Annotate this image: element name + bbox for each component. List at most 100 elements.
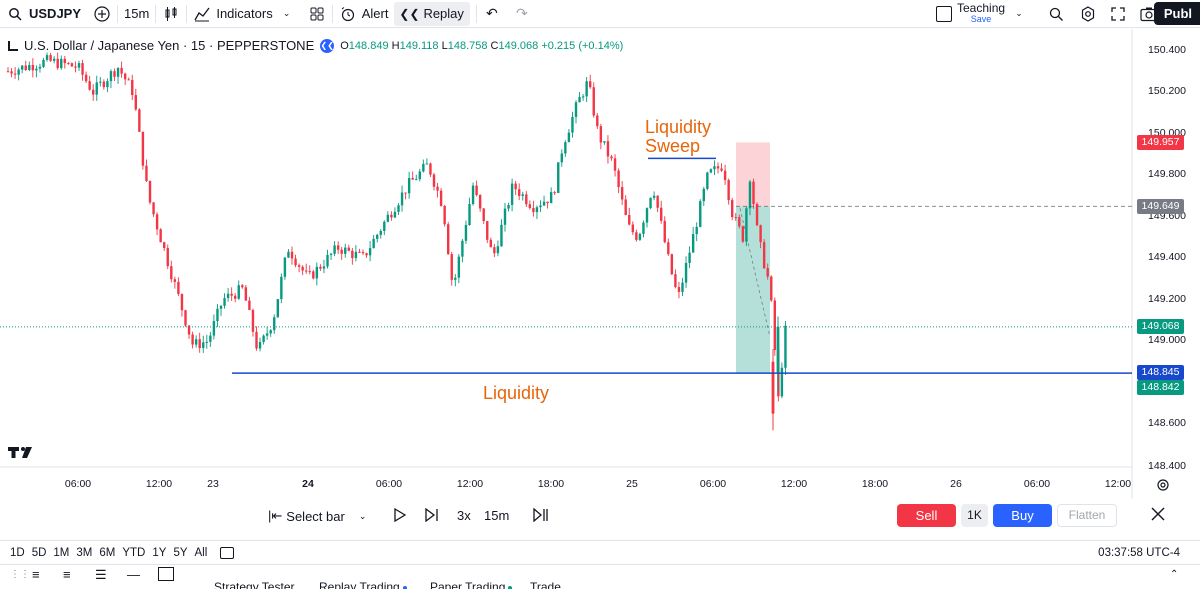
play-button[interactable] — [394, 508, 406, 522]
tab-paper-trading[interactable]: Paper Trading — [430, 580, 513, 589]
candle — [315, 262, 319, 286]
range-1d[interactable]: 1D — [10, 547, 25, 559]
entry-price-tag: 149.649 — [1137, 199, 1184, 214]
candle — [56, 52, 59, 70]
low-key: L — [441, 39, 448, 52]
compare-button[interactable] — [87, 0, 117, 28]
interval-button[interactable]: 15m — [118, 0, 155, 28]
candle — [585, 76, 588, 102]
buy-button[interactable]: Buy — [993, 504, 1052, 527]
candle — [645, 207, 649, 228]
range-5y[interactable]: 5Y — [173, 547, 188, 559]
alert-button[interactable]: Alert — [333, 0, 395, 28]
trade-path-line — [739, 208, 771, 337]
candle — [329, 252, 333, 261]
candle — [496, 240, 500, 257]
candle — [567, 129, 571, 143]
candle — [308, 265, 311, 275]
replay-button[interactable]: ❮❮ Replay — [394, 1, 470, 26]
range-ytd[interactable]: YTD — [122, 547, 146, 559]
candle — [376, 233, 379, 243]
flatten-button[interactable]: Flatten — [1057, 504, 1117, 527]
candle — [578, 91, 581, 103]
candle — [468, 197, 471, 226]
candle — [109, 69, 113, 89]
candle — [113, 68, 116, 81]
layout-menu[interactable]: Teaching Save ⌄ — [930, 0, 1034, 28]
candle — [731, 197, 734, 221]
undo-button[interactable]: ↶ — [477, 0, 507, 28]
candle — [532, 200, 535, 217]
range-1m[interactable]: 1M — [53, 547, 70, 559]
select-bar-button[interactable]: |⇤ Select bar ⌄ — [268, 508, 366, 524]
time-tick: 06:00 — [699, 478, 727, 490]
time-tick: 06:00 — [375, 478, 403, 490]
object-tree-icon[interactable]: ≡ — [32, 567, 40, 582]
symbol-description[interactable]: U.S. Dollar / Japanese Yen · 15 · PEPPER… — [24, 38, 315, 53]
candle — [148, 180, 152, 205]
fullscreen-button[interactable] — [1103, 0, 1133, 28]
replay-label: Replay — [423, 6, 464, 21]
tab-strategy-tester[interactable]: Strategy Tester — [214, 580, 295, 589]
candle — [407, 171, 411, 199]
candle — [262, 334, 265, 345]
indicators-button[interactable]: Indicators ⌄ — [187, 0, 301, 28]
tab-paper-trading-label: Paper Trading — [430, 580, 506, 589]
range-1y[interactable]: 1Y — [152, 547, 167, 559]
candle — [393, 207, 397, 219]
chevron-up-icon[interactable]: ⌃ — [1170, 569, 1179, 580]
time-tick: 24 — [302, 478, 314, 490]
candle — [276, 298, 279, 318]
price-chart[interactable] — [0, 29, 1200, 499]
candle — [365, 252, 368, 258]
checkbox-icon — [936, 5, 952, 22]
rectangle-tool-icon[interactable] — [158, 567, 174, 581]
range-all[interactable]: All — [194, 547, 208, 559]
chart-type-button[interactable] — [156, 0, 186, 28]
liquidity-label[interactable]: Liquidity — [483, 383, 550, 403]
bottom-panel-tabs: ⋮⋮ ≡ ≡ ☰ — Strategy Tester Replay Tradin… — [0, 564, 1200, 589]
step-forward-button[interactable] — [425, 508, 439, 522]
tab-trade[interactable]: Trade — [530, 580, 561, 589]
sell-button[interactable]: Sell — [897, 504, 956, 527]
symbol-search[interactable]: USDJPY — [0, 0, 87, 28]
candle — [642, 220, 645, 238]
high-value: 149.118 — [399, 39, 439, 52]
tab-replay-trading[interactable]: Replay Trading — [319, 580, 407, 589]
clock[interactable]: 03:37:58 UTC-4 — [1098, 547, 1180, 559]
sweep-candle — [771, 349, 775, 431]
price-tick: 148.600 — [1148, 417, 1186, 429]
status-dot — [402, 585, 407, 589]
range-6m[interactable]: 6M — [99, 547, 116, 559]
axis-settings-button[interactable] — [1154, 476, 1172, 497]
redo-button[interactable]: ↷ — [507, 0, 537, 28]
close-replay-button[interactable] — [1150, 506, 1166, 522]
jump-to-realtime-button[interactable] — [533, 508, 549, 522]
settings-button[interactable] — [1073, 0, 1103, 28]
collapse-legend-icon[interactable]: ❮❮ — [320, 38, 335, 53]
drag-handle-icon[interactable]: ⋮⋮ — [10, 569, 30, 580]
line-tool-icon[interactable]: — — [127, 567, 140, 582]
go-to-date-icon[interactable] — [220, 547, 235, 559]
candle — [177, 277, 180, 296]
search-icon — [6, 5, 24, 23]
layouts-button[interactable] — [302, 0, 332, 28]
liquidity-sweep-label[interactable]: Liquidity Sweep — [645, 118, 711, 156]
candle — [475, 180, 478, 197]
publish-button[interactable]: Publ — [1153, 2, 1200, 25]
list-icon[interactable]: ☰ — [95, 567, 107, 582]
price-tick: 149.000 — [1148, 334, 1186, 346]
quantity-button[interactable]: 1K — [961, 504, 988, 527]
replay-interval-button[interactable]: 15m — [484, 508, 510, 523]
candle — [436, 182, 439, 198]
data-window-icon[interactable]: ≡ — [63, 567, 71, 582]
quick-search-button[interactable] — [1041, 0, 1071, 28]
candle — [557, 162, 560, 194]
range-3m[interactable]: 3M — [76, 547, 93, 559]
range-5d[interactable]: 5D — [31, 547, 47, 559]
toolbar-divider — [117, 4, 119, 23]
candle — [681, 277, 684, 297]
candle — [223, 293, 226, 309]
speed-button[interactable]: 3x — [457, 508, 471, 523]
candle — [709, 168, 713, 174]
